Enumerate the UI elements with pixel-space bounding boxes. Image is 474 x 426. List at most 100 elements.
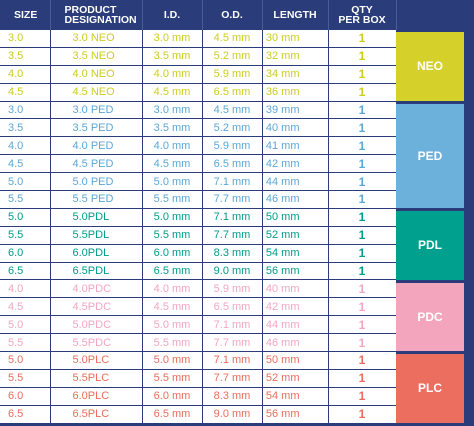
table-row: 5.5 5.5PLC 5.5 mm 7.7 mm 52 mm 1 [0, 369, 397, 388]
cell-length: 50 mm [262, 351, 329, 370]
cell-size: 4.0 [0, 136, 51, 156]
header-length: LENGTH [262, 0, 329, 30]
cell-length: 30 mm [262, 30, 329, 48]
table-row: 6.0 6.0PLC 6.0 mm 8.3 mm 54 mm 1 [0, 387, 397, 406]
cell-designation: 6.0PDL [50, 244, 143, 263]
cell-id: 3.0 mm [142, 30, 203, 48]
cell-od: 6.5 mm [202, 297, 263, 317]
cell-od: 9.0 mm [202, 262, 263, 281]
cell-length: 50 mm [262, 208, 329, 227]
cell-id: 5.0 mm [142, 172, 203, 192]
cell-size: 5.0 [0, 351, 51, 370]
cell-od: 7.7 mm [202, 333, 263, 353]
cell-length: 52 mm [262, 369, 329, 388]
cell-qty: 1 [328, 172, 397, 192]
cell-qty: 1 [328, 369, 397, 388]
table-row: 6.0 6.0PDL 6.0 mm 8.3 mm 54 mm 1 [0, 244, 397, 263]
table-row: 6.5 6.5PDL 6.5 mm 9.0 mm 56 mm 1 [0, 262, 397, 281]
cell-id: 6.0 mm [142, 387, 203, 406]
cell-length: 46 mm [262, 333, 329, 353]
cell-size: 3.5 [0, 118, 51, 138]
cell-od: 4.5 mm [202, 30, 263, 48]
cell-designation: 5.0PDC [50, 315, 143, 335]
cell-id: 6.0 mm [142, 244, 203, 263]
cell-size: 5.0 [0, 208, 51, 227]
category-band-neo: NEO [396, 32, 464, 101]
table-row: 3.5 3.5 NEO 3.5 mm 5.2 mm 32 mm 1 [0, 47, 397, 66]
category-bands: NEO PED PDL PDC PLC [396, 0, 474, 426]
cell-od: 7.1 mm [202, 208, 263, 227]
spec-table: SIZE PRODUCT DESIGNATION I.D. O.D. LENGTH… [0, 0, 397, 424]
cell-designation: 4.0 NEO [50, 65, 143, 84]
cell-size: 5.0 [0, 172, 51, 192]
cell-qty: 1 [328, 405, 397, 424]
category-band-ped: PED [396, 103, 464, 208]
cell-id: 5.5 mm [142, 190, 203, 209]
cell-od: 7.7 mm [202, 369, 263, 388]
category-label: PLC [418, 381, 442, 396]
cell-length: 34 mm [262, 65, 329, 84]
cell-size: 5.5 [0, 190, 51, 209]
cell-id: 4.5 mm [142, 154, 203, 174]
cell-length: 44 mm [262, 172, 329, 192]
cell-qty: 1 [328, 226, 397, 245]
table-row: 3.0 3.0 PED 3.0 mm 4.5 mm 39 mm 1 [0, 101, 397, 120]
table-row: 6.5 6.5PLC 6.5 mm 9.0 mm 56 mm 1 [0, 405, 397, 424]
table-row: 4.0 4.0 NEO 4.0 mm 5.9 mm 34 mm 1 [0, 65, 397, 84]
cell-length: 52 mm [262, 226, 329, 245]
cell-qty: 1 [328, 297, 397, 317]
cell-designation: 4.0PDC [50, 279, 143, 299]
category-band-pdc: PDC [396, 282, 464, 352]
cell-length: 54 mm [262, 387, 329, 406]
cell-id: 5.5 mm [142, 369, 203, 388]
cell-qty: 1 [328, 118, 397, 138]
cell-od: 6.5 mm [202, 154, 263, 174]
table-row: 5.0 5.0PLC 5.0 mm 7.1 mm 50 mm 1 [0, 351, 397, 370]
cell-size: 5.5 [0, 333, 51, 353]
cell-size: 5.5 [0, 369, 51, 388]
cell-size: 4.0 [0, 279, 51, 299]
cell-designation: 5.5PLC [50, 369, 143, 388]
cell-length: 42 mm [262, 297, 329, 317]
category-label: NEO [416, 59, 443, 74]
category-label: PED [417, 148, 443, 163]
cell-length: 40 mm [262, 279, 329, 299]
cell-size: 5.5 [0, 226, 51, 245]
cell-designation: 4.5 NEO [50, 83, 143, 102]
cell-od: 8.3 mm [202, 244, 263, 263]
cell-length: 44 mm [262, 315, 329, 335]
cell-length: 56 mm [262, 405, 329, 424]
cell-designation: 3.0 PED [50, 101, 143, 120]
cell-qty: 1 [328, 279, 397, 299]
table-row: 5.0 5.0 PED 5.0 mm 7.1 mm 44 mm 1 [0, 172, 397, 192]
cell-qty: 1 [328, 351, 397, 370]
cell-id: 4.5 mm [142, 297, 203, 317]
cell-od: 7.7 mm [202, 190, 263, 209]
cell-length: 36 mm [262, 83, 329, 102]
cell-id: 3.5 mm [142, 47, 203, 66]
cell-qty: 1 [328, 83, 397, 102]
cell-qty: 1 [328, 262, 397, 281]
header-row: SIZE PRODUCT DESIGNATION I.D. O.D. LENGTH… [0, 0, 397, 30]
cell-size: 6.5 [0, 262, 51, 281]
cell-od: 6.5 mm [202, 83, 263, 102]
cell-od: 7.7 mm [202, 226, 263, 245]
cell-designation: 6.5PLC [50, 405, 143, 424]
header-id: I.D. [142, 0, 203, 30]
cell-od: 5.9 mm [202, 136, 263, 156]
cell-designation: 4.5PDC [50, 297, 143, 317]
cell-designation: 5.0 PED [50, 172, 143, 192]
cell-size: 6.0 [0, 387, 51, 406]
cell-size: 4.5 [0, 154, 51, 174]
cell-length: 46 mm [262, 190, 329, 209]
table-row: 5.5 5.5 PED 5.5 mm 7.7 mm 46 mm 1 [0, 190, 397, 209]
cell-od: 7.1 mm [202, 172, 263, 192]
cell-length: 39 mm [262, 101, 329, 120]
cell-length: 41 mm [262, 136, 329, 156]
cell-od: 5.2 mm [202, 47, 263, 66]
cell-qty: 1 [328, 387, 397, 406]
cell-id: 3.5 mm [142, 118, 203, 138]
cell-od: 5.9 mm [202, 279, 263, 299]
header-od: O.D. [202, 0, 263, 30]
cell-size: 4.5 [0, 83, 51, 102]
